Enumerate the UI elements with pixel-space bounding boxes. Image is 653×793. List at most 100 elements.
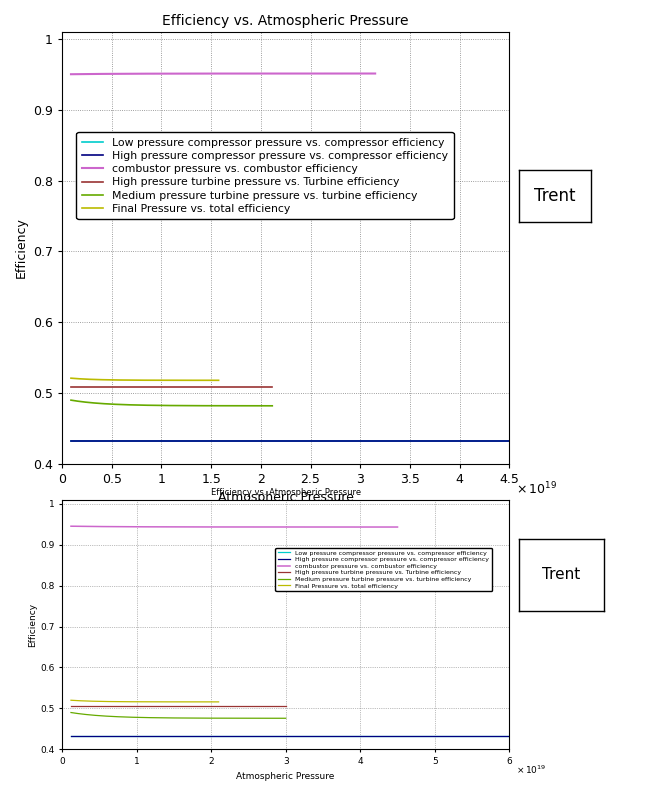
High pressure compressor pressure vs. compressor efficiency <box>505 731 513 741</box>
combustor pressure vs. combustor efficiency <box>68 522 76 531</box>
High pressure compressor pressure vs. compressor efficiency <box>67 436 75 446</box>
Final Pressure vs. total efficiency <box>215 697 223 707</box>
combustor pressure vs. combustor efficiency <box>247 69 255 79</box>
Low pressure compressor pressure vs. compressor efficiency <box>336 436 343 446</box>
Final Pressure vs. total efficiency <box>155 376 163 385</box>
combustor pressure vs. combustor efficiency <box>253 69 261 79</box>
Medium pressure turbine pressure vs. turbine efficiency <box>236 401 244 411</box>
High pressure compressor pressure vs. compressor efficiency <box>69 436 76 446</box>
Low pressure compressor pressure vs. compressor efficiency <box>328 731 336 741</box>
Line: Medium pressure turbine pressure vs. turbine efficiency: Medium pressure turbine pressure vs. tur… <box>71 713 286 718</box>
Text: $\times\,10^{19}$: $\times\,10^{19}$ <box>517 764 547 776</box>
Text: $\times\,10^{19}$: $\times\,10^{19}$ <box>517 481 557 497</box>
Low pressure compressor pressure vs. compressor efficiency <box>464 436 472 446</box>
X-axis label: Atmospheric Pressure: Atmospheric Pressure <box>236 772 335 780</box>
Medium pressure turbine pressure vs. turbine efficiency <box>262 714 270 723</box>
combustor pressure vs. combustor efficiency <box>323 69 331 79</box>
Low pressure compressor pressure vs. compressor efficiency <box>505 731 513 741</box>
High pressure compressor pressure vs. compressor efficiency <box>505 436 513 446</box>
Line: Final Pressure vs. total efficiency: Final Pressure vs. total efficiency <box>71 700 219 702</box>
combustor pressure vs. combustor efficiency <box>343 69 351 79</box>
Low pressure compressor pressure vs. compressor efficiency <box>464 731 472 741</box>
High pressure turbine pressure vs. Turbine efficiency <box>68 701 76 711</box>
Line: Medium pressure turbine pressure vs. turbine efficiency: Medium pressure turbine pressure vs. tur… <box>71 400 272 406</box>
Low pressure compressor pressure vs. compressor efficiency <box>328 436 336 446</box>
High pressure turbine pressure vs. Turbine efficiency <box>236 383 244 393</box>
Final Pressure vs. total efficiency <box>215 376 223 385</box>
Final Pressure vs. total efficiency <box>157 697 165 707</box>
Final Pressure vs. total efficiency <box>67 695 75 705</box>
High pressure turbine pressure vs. Turbine efficiency <box>67 701 75 711</box>
Final Pressure vs. total efficiency <box>201 376 209 385</box>
Medium pressure turbine pressure vs. turbine efficiency <box>249 401 257 411</box>
High pressure turbine pressure vs. Turbine efficiency <box>68 383 76 393</box>
Final Pressure vs. total efficiency <box>191 376 199 385</box>
Medium pressure turbine pressure vs. turbine efficiency <box>248 714 256 723</box>
Final Pressure vs. total efficiency <box>67 374 75 383</box>
Legend: Low pressure compressor pressure vs. compressor efficiency, High pressure compre: Low pressure compressor pressure vs. com… <box>76 132 454 220</box>
Medium pressure turbine pressure vs. turbine efficiency <box>67 708 75 718</box>
High pressure turbine pressure vs. Turbine efficiency <box>268 383 276 393</box>
Final Pressure vs. total efficiency <box>67 374 75 383</box>
Low pressure compressor pressure vs. compressor efficiency <box>69 731 76 741</box>
Low pressure compressor pressure vs. compressor efficiency <box>336 731 343 741</box>
High pressure turbine pressure vs. Turbine efficiency <box>248 701 256 711</box>
combustor pressure vs. combustor efficiency <box>394 523 402 532</box>
High pressure turbine pressure vs. Turbine efficiency <box>190 383 198 393</box>
High pressure compressor pressure vs. compressor efficiency <box>328 436 336 446</box>
Low pressure compressor pressure vs. compressor efficiency <box>326 731 334 741</box>
Low pressure compressor pressure vs. compressor efficiency <box>326 436 334 446</box>
High pressure compressor pressure vs. compressor efficiency <box>67 731 75 741</box>
High pressure compressor pressure vs. compressor efficiency <box>326 436 334 446</box>
Y-axis label: Efficiency: Efficiency <box>28 603 37 646</box>
Final Pressure vs. total efficiency <box>201 697 209 707</box>
Low pressure compressor pressure vs. compressor efficiency <box>67 731 75 741</box>
High pressure compressor pressure vs. compressor efficiency <box>326 731 334 741</box>
Low pressure compressor pressure vs. compressor efficiency <box>505 436 513 446</box>
High pressure turbine pressure vs. Turbine efficiency <box>67 383 75 393</box>
High pressure compressor pressure vs. compressor efficiency <box>436 436 444 446</box>
High pressure compressor pressure vs. compressor efficiency <box>464 731 472 741</box>
Title: Efficiency vs. Atmospheric Pressure: Efficiency vs. Atmospheric Pressure <box>163 13 409 28</box>
High pressure turbine pressure vs. Turbine efficiency <box>262 701 270 711</box>
Medium pressure turbine pressure vs. turbine efficiency <box>268 401 276 411</box>
Medium pressure turbine pressure vs. turbine efficiency <box>67 396 75 405</box>
Medium pressure turbine pressure vs. turbine efficiency <box>68 708 76 718</box>
Medium pressure turbine pressure vs. turbine efficiency <box>186 401 194 411</box>
High pressure compressor pressure vs. compressor efficiency <box>328 731 336 741</box>
Text: Trent: Trent <box>543 568 581 582</box>
Title: Efficiency vs. Atmospheric Pressure: Efficiency vs. Atmospheric Pressure <box>211 488 360 497</box>
Low pressure compressor pressure vs. compressor efficiency <box>69 436 76 446</box>
combustor pressure vs. combustor efficiency <box>363 523 371 532</box>
Medium pressure turbine pressure vs. turbine efficiency <box>282 714 290 723</box>
Final Pressure vs. total efficiency <box>155 697 163 707</box>
combustor pressure vs. combustor efficiency <box>67 70 75 79</box>
Medium pressure turbine pressure vs. turbine efficiency <box>190 401 198 411</box>
High pressure turbine pressure vs. Turbine efficiency <box>195 701 202 711</box>
Legend: Low pressure compressor pressure vs. compressor efficiency, High pressure compre: Low pressure compressor pressure vs. com… <box>276 548 492 591</box>
High pressure turbine pressure vs. Turbine efficiency <box>249 383 257 393</box>
High pressure compressor pressure vs. compressor efficiency <box>336 436 343 446</box>
combustor pressure vs. combustor efficiency <box>261 523 269 532</box>
High pressure turbine pressure vs. Turbine efficiency <box>186 383 194 393</box>
High pressure turbine pressure vs. Turbine efficiency <box>199 701 206 711</box>
combustor pressure vs. combustor efficiency <box>248 69 256 79</box>
Medium pressure turbine pressure vs. turbine efficiency <box>195 714 202 723</box>
High pressure turbine pressure vs. Turbine efficiency <box>187 383 195 393</box>
combustor pressure vs. combustor efficiency <box>68 70 76 79</box>
High pressure turbine pressure vs. Turbine efficiency <box>282 701 290 711</box>
Medium pressure turbine pressure vs. turbine efficiency <box>199 714 206 723</box>
X-axis label: Atmospheric Pressure: Atmospheric Pressure <box>217 492 354 504</box>
Low pressure compressor pressure vs. compressor efficiency <box>67 436 75 446</box>
High pressure compressor pressure vs. compressor efficiency <box>464 436 472 446</box>
Low pressure compressor pressure vs. compressor efficiency <box>436 436 444 446</box>
Low pressure compressor pressure vs. compressor efficiency <box>436 731 444 741</box>
Final Pressure vs. total efficiency <box>155 376 163 385</box>
Text: Trent: Trent <box>534 187 576 205</box>
combustor pressure vs. combustor efficiency <box>372 69 379 79</box>
combustor pressure vs. combustor efficiency <box>261 523 268 532</box>
combustor pressure vs. combustor efficiency <box>267 523 275 532</box>
Medium pressure turbine pressure vs. turbine efficiency <box>194 714 202 723</box>
combustor pressure vs. combustor efficiency <box>67 522 75 531</box>
High pressure turbine pressure vs. Turbine efficiency <box>194 701 202 711</box>
